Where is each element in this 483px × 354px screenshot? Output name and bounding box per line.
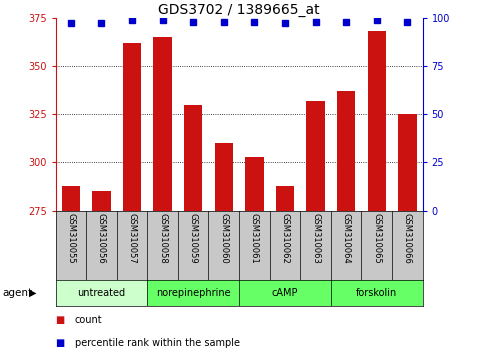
Text: ▶: ▶ [29,288,37,298]
Text: GSM310058: GSM310058 [158,213,167,263]
Bar [239,280,331,306]
Text: GSM310060: GSM310060 [219,213,228,263]
Text: GSM310056: GSM310056 [97,213,106,263]
Bar [368,31,386,211]
Bar [337,91,355,211]
Text: GSM310066: GSM310066 [403,213,412,264]
Bar [154,37,172,211]
Bar [184,104,202,211]
Text: ■: ■ [56,315,65,325]
Text: GSM310057: GSM310057 [128,213,137,263]
Text: forskolin: forskolin [356,288,398,298]
Bar [123,43,141,211]
Text: GSM310055: GSM310055 [66,213,75,263]
Text: GSM310064: GSM310064 [341,213,351,263]
Bar [276,185,294,211]
Text: count: count [75,315,102,325]
Text: cAMP: cAMP [272,288,298,298]
Text: GSM310063: GSM310063 [311,213,320,264]
Text: percentile rank within the sample: percentile rank within the sample [75,338,240,348]
Bar [306,101,325,211]
Text: GSM310065: GSM310065 [372,213,381,263]
Text: GSM310061: GSM310061 [250,213,259,263]
Bar [92,191,111,211]
Text: norepinephrine: norepinephrine [156,288,230,298]
Bar [62,185,80,211]
Bar [398,114,416,211]
Bar [214,143,233,211]
Bar [245,156,264,211]
Text: GSM310059: GSM310059 [189,213,198,263]
Bar [147,280,239,306]
Title: GDS3702 / 1389665_at: GDS3702 / 1389665_at [158,3,320,17]
Text: untreated: untreated [77,288,126,298]
Text: GSM310062: GSM310062 [281,213,289,263]
Text: ■: ■ [56,338,65,348]
Bar [56,280,147,306]
Text: agent: agent [2,288,32,298]
Bar [331,280,423,306]
